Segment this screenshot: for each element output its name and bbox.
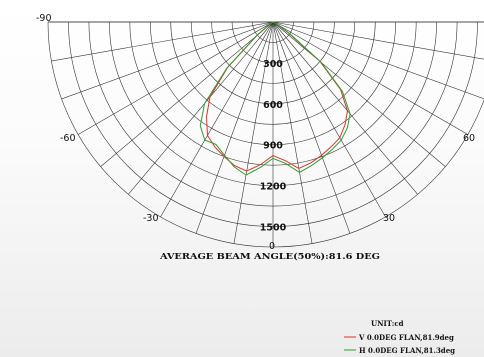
grid-spoke [272, 21, 351, 234]
grid-spoke [272, 21, 446, 167]
grid-spoke [160, 21, 274, 218]
angle-tick-label: 30 [383, 213, 395, 224]
radial-tick-label: 300 [263, 59, 283, 70]
angle-tick-label: -30 [143, 213, 159, 224]
grid-spoke [195, 21, 274, 234]
grid-spoke [272, 21, 418, 195]
grid-spoke [61, 21, 274, 100]
legend: UNIT:cd V 0.0DEG FLAN,81.9deg H 0.0DEG F… [344, 319, 455, 355]
grid-spoke [77, 21, 274, 135]
radial-tick-label: 1500 [260, 223, 287, 234]
polar-grid [47, 21, 484, 248]
radial-tick-label: 600 [263, 100, 283, 111]
angle-tick-label: -60 [60, 133, 76, 144]
grid-spoke [272, 21, 484, 100]
grid-spoke [233, 21, 274, 244]
series-group [199, 21, 351, 176]
grid-spoke [128, 21, 274, 195]
radial-tick-label: 1200 [260, 182, 287, 193]
tick-labels: -90 -60 -30 0 30 60 300 600 900 1200 1500 [36, 13, 475, 252]
grid-spoke [272, 21, 386, 218]
beam-angle-label: AVERAGE BEAM ANGLE(50%):81.6 DEG [159, 251, 380, 262]
series-line-h [199, 21, 351, 176]
grid-spoke [272, 21, 313, 244]
angle-tick-label: 60 [463, 133, 475, 144]
grid-spoke [51, 21, 274, 62]
angle-tick-label: 0 [269, 241, 275, 252]
series-line-v [205, 21, 349, 172]
angle-tick-label: -90 [36, 13, 52, 24]
legend-entry-v: V 0.0DEG FLAN,81.9deg [358, 333, 454, 342]
grid-spoke [272, 21, 484, 60]
legend-entry-h: H 0.0DEG FLAN,81.3deg [359, 346, 455, 355]
radial-tick-label: 900 [263, 141, 283, 152]
grid-spoke [272, 21, 469, 135]
unit-label: UNIT:cd [371, 319, 404, 328]
grid-spoke [100, 21, 274, 167]
